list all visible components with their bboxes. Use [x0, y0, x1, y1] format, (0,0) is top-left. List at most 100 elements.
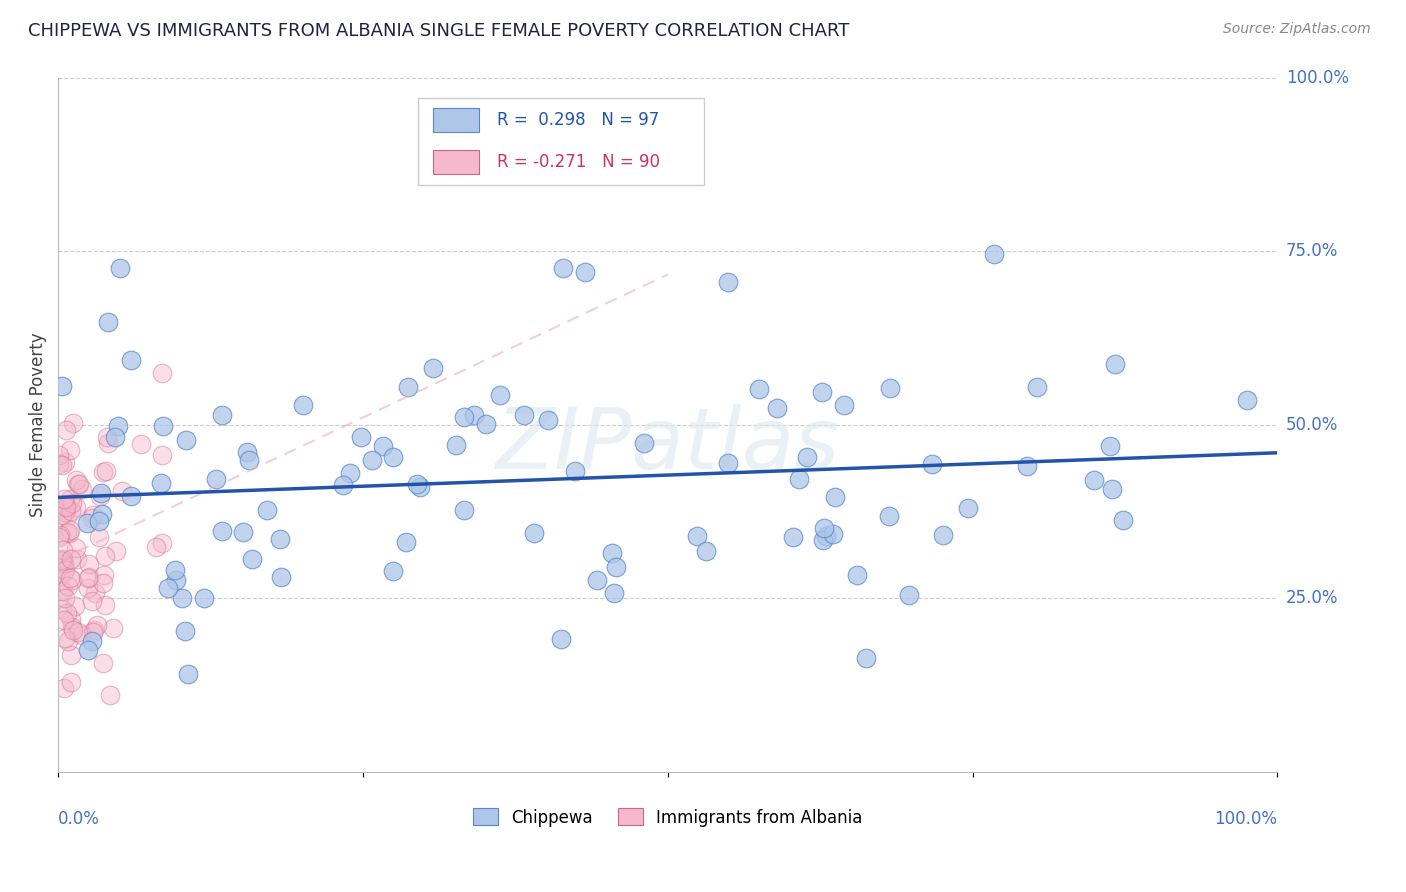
Point [89, 530, 111, 544]
Point [83, 623, 105, 637]
Point [1111, 513, 1133, 527]
Point [62, 624, 84, 638]
Point [396, 380, 419, 394]
Point [879, 380, 901, 394]
Point [82, 508, 104, 523]
Point [824, 490, 846, 504]
Point [716, 456, 738, 470]
Point [157, 582, 180, 596]
Point [104, 430, 127, 444]
Point [59, 551, 82, 566]
Point [513, 408, 536, 422]
Point [66, 551, 89, 566]
Point [53, 505, 76, 519]
Point [89, 489, 111, 503]
Point [236, 445, 259, 459]
Point [52, 556, 75, 570]
Point [97, 315, 120, 329]
Point [551, 260, 574, 275]
Point [605, 560, 627, 574]
Point [107, 419, 129, 434]
Point [983, 247, 1005, 261]
Point [453, 503, 475, 517]
Point [82, 511, 104, 525]
Point [586, 573, 609, 587]
Point [62, 496, 84, 510]
Point [956, 500, 979, 515]
Point [65, 473, 87, 487]
Point [48, 457, 70, 471]
Point [574, 264, 596, 278]
Point [65, 500, 87, 515]
Point [67, 624, 90, 639]
Point [165, 573, 187, 587]
Text: R =  0.298   N = 97: R = 0.298 N = 97 [498, 111, 659, 128]
Point [537, 413, 560, 427]
Text: 100.0%: 100.0% [1215, 810, 1278, 829]
Point [1083, 473, 1105, 487]
Point [897, 588, 920, 602]
Point [238, 452, 260, 467]
Point [339, 466, 361, 480]
Point [1104, 358, 1126, 372]
Point [91, 507, 114, 521]
Point [1236, 392, 1258, 407]
Point [211, 524, 233, 538]
Text: 75.0%: 75.0% [1286, 242, 1339, 260]
Point [101, 621, 124, 635]
Point [76, 571, 98, 585]
Point [58, 526, 80, 541]
Point [695, 543, 717, 558]
Point [59, 523, 82, 537]
Point [603, 586, 626, 600]
Point [49, 584, 72, 599]
Point [931, 528, 953, 542]
Point [150, 536, 173, 550]
Point [409, 480, 432, 494]
Point [1101, 482, 1123, 496]
Point [60, 620, 83, 634]
Point [97, 436, 120, 450]
Point [91, 576, 114, 591]
Point [813, 533, 835, 547]
Point [564, 464, 586, 478]
Point [782, 529, 804, 543]
Point [89, 514, 111, 528]
Point [70, 482, 93, 496]
Point [105, 544, 128, 558]
Text: 25.0%: 25.0% [1286, 590, 1339, 607]
Point [52, 613, 75, 627]
Point [813, 520, 835, 534]
Point [56, 634, 79, 648]
Point [51, 554, 73, 568]
Point [76, 643, 98, 657]
Point [53, 455, 76, 469]
Point [52, 584, 75, 599]
Point [94, 549, 117, 564]
Point [80, 594, 103, 608]
Point [332, 478, 354, 492]
Point [94, 598, 117, 612]
Point [76, 516, 98, 531]
Point [59, 504, 82, 518]
Point [56, 510, 79, 524]
Point [633, 435, 655, 450]
Point [232, 524, 254, 539]
Point [51, 602, 73, 616]
Point [811, 385, 834, 400]
Point [205, 472, 228, 486]
Point [152, 419, 174, 434]
Point [77, 557, 100, 571]
Point [67, 477, 90, 491]
Text: 50.0%: 50.0% [1286, 416, 1339, 434]
Point [270, 570, 292, 584]
Point [796, 450, 818, 465]
Point [821, 526, 844, 541]
Point [55, 503, 77, 517]
Point [91, 465, 114, 479]
Point [52, 681, 75, 695]
Point [49, 528, 72, 542]
Text: ZIPatlas: ZIPatlas [496, 404, 839, 487]
Point [150, 366, 173, 380]
Point [269, 533, 291, 547]
